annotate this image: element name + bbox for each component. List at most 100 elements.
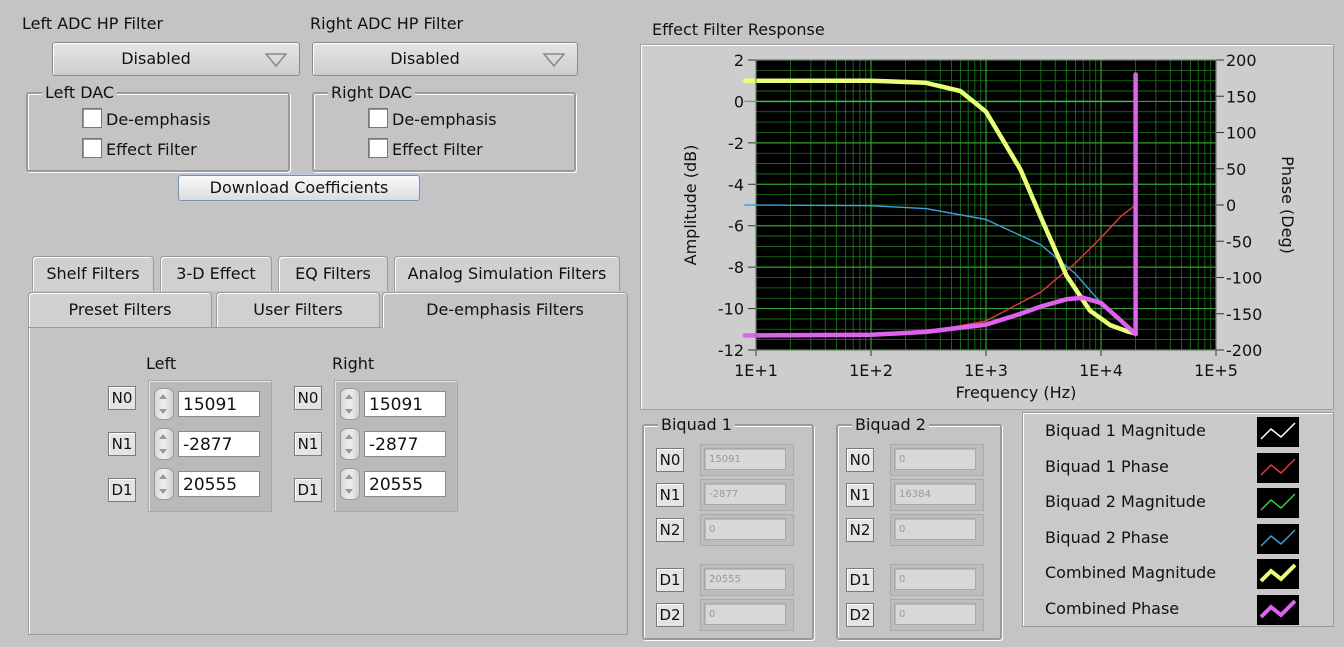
- y-tick-label: -6: [728, 217, 744, 236]
- biquad1-n0-value: 15091: [704, 448, 786, 470]
- right-coeff-title: Right: [332, 354, 375, 373]
- chart-legend: Biquad 1 Magnitude Biquad 1 Phase Biquad 2…: [1022, 412, 1334, 627]
- tab-shelf-filters[interactable]: Shelf Filters: [32, 256, 154, 291]
- biquad2-d1-tag: D1: [846, 568, 874, 592]
- y2-tick-label: 200: [1226, 51, 1257, 70]
- y2-tick-label: 150: [1226, 87, 1257, 106]
- y-tick-label: -10: [718, 300, 744, 319]
- y-tick-label: -2: [728, 134, 744, 153]
- biquad2-n0-value: 0: [894, 448, 976, 470]
- biquad1-d1-tag: D1: [656, 568, 684, 592]
- legend-swatch-icon: [1257, 559, 1299, 589]
- legend-swatch-icon: [1257, 417, 1299, 447]
- right-d1-tag: D1: [294, 478, 322, 502]
- left-d1-spinner[interactable]: [154, 468, 174, 500]
- left-deemphasis-checkbox[interactable]: [82, 108, 102, 128]
- biquad1-n1-value: -2877: [704, 483, 786, 505]
- y2-tick-label: -200: [1226, 341, 1262, 360]
- download-coefficients-button[interactable]: Download Coefficients: [178, 175, 420, 201]
- biquad1-d1-value: 20555: [704, 568, 786, 590]
- legend-label: Biquad 2 Magnitude: [1045, 492, 1206, 511]
- right-adc-value: Disabled: [390, 49, 460, 68]
- right-n0-tag: N0: [294, 386, 322, 410]
- right-deemphasis-checkbox[interactable]: [368, 108, 388, 128]
- y2-tick-label: 50: [1226, 160, 1246, 179]
- left-n0-tag: N0: [108, 386, 136, 410]
- biquad2-title: Biquad 2: [852, 415, 929, 434]
- y-tick-label: 2: [734, 51, 744, 70]
- biquad1-n0-tag: N0: [656, 448, 684, 472]
- biquad2-n1-value: 16384: [894, 483, 976, 505]
- legend-swatch-icon: [1257, 594, 1299, 625]
- left-effect-label: Effect Filter: [106, 140, 197, 159]
- left-n1-spinner[interactable]: [154, 428, 174, 460]
- right-n1-tag: N1: [294, 432, 322, 456]
- x-tick-label: 1E+3: [964, 361, 1008, 380]
- series-combined-magnitude: [742, 78, 1138, 336]
- x-axis-label: Frequency (Hz): [956, 383, 1077, 402]
- plot-border: [755, 59, 1217, 351]
- y2-tick-label: 100: [1226, 124, 1257, 143]
- left-dac-group: Left DAC De-emphasis Effect Filter: [26, 83, 290, 172]
- y2-tick-label: -50: [1226, 232, 1252, 251]
- biquad1-title: Biquad 1: [658, 415, 735, 434]
- y-tick-label: -8: [728, 258, 744, 277]
- right-d1-input[interactable]: 20555: [364, 471, 446, 497]
- right-n0-input[interactable]: 15091: [364, 391, 446, 417]
- legend-swatch-icon: [1257, 452, 1299, 483]
- series-combined-phase: [742, 72, 1138, 338]
- tab-eq-filters[interactable]: EQ Filters: [278, 256, 388, 291]
- left-adc-dropdown[interactable]: Disabled: [52, 42, 300, 76]
- chart-title: Effect Filter Response: [652, 20, 825, 39]
- biquad1-n1-tag: N1: [656, 483, 684, 507]
- right-n1-spinner[interactable]: [340, 428, 360, 460]
- left-dac-title: Left DAC: [42, 83, 118, 102]
- biquad2-group: Biquad 2: [836, 415, 1002, 640]
- y-axis-label: Amplitude (dB): [681, 145, 700, 266]
- tab-analog-simulation-filters[interactable]: Analog Simulation Filters: [394, 256, 620, 291]
- right-dac-title: Right DAC: [328, 83, 416, 102]
- tab-3d-effect[interactable]: 3-D Effect: [160, 256, 272, 291]
- legend-label: Biquad 1 Magnitude: [1045, 421, 1206, 440]
- left-n1-input[interactable]: -2877: [178, 431, 260, 457]
- x-tick-label: 1E+5: [1194, 361, 1238, 380]
- y-tick-label: 0: [734, 92, 744, 111]
- y-tick-label: -4: [728, 175, 744, 194]
- biquad1-d2-value: 0: [704, 603, 786, 625]
- left-adc-label: Left ADC HP Filter: [22, 14, 164, 33]
- left-d1-input[interactable]: 20555: [178, 471, 260, 497]
- tab-user-filters[interactable]: User Filters: [216, 292, 380, 327]
- left-n0-input[interactable]: 15091: [178, 391, 260, 417]
- legend-swatch-icon: [1257, 523, 1299, 554]
- chevron-down-icon: [543, 53, 565, 67]
- biquad2-d2-value: 0: [894, 603, 976, 625]
- biquad1-group: Biquad 1: [642, 415, 814, 640]
- right-effect-label: Effect Filter: [392, 140, 483, 159]
- legend-label: Biquad 2 Phase: [1045, 527, 1169, 547]
- biquad1-n2-tag: N2: [656, 518, 684, 542]
- left-n0-spinner[interactable]: [154, 388, 174, 420]
- left-coeff-title: Left: [146, 354, 177, 373]
- legend-label: Combined Phase: [1045, 598, 1180, 618]
- right-adc-dropdown[interactable]: Disabled: [312, 42, 578, 76]
- left-deemphasis-label: De-emphasis: [106, 110, 211, 129]
- biquad2-d2-tag: D2: [846, 603, 874, 627]
- y-tick-label: -12: [718, 341, 744, 360]
- biquad2-d1-value: 0: [894, 568, 976, 590]
- tab-preset-filters[interactable]: Preset Filters: [28, 292, 212, 327]
- legend-swatch-icon: [1257, 488, 1299, 518]
- left-adc-value: Disabled: [121, 49, 191, 68]
- right-effect-checkbox[interactable]: [368, 138, 388, 158]
- effect-filter-chart: 1E+1 1E+2 1E+3 1E+4 1E+5 2 0 -2 -4 -6 -8 -10 -12 200 1…: [681, 51, 1297, 402]
- y2-tick-label: -150: [1226, 305, 1262, 324]
- right-d1-spinner[interactable]: [340, 468, 360, 500]
- left-n1-tag: N1: [108, 432, 136, 456]
- biquad1-n2-value: 0: [704, 518, 786, 540]
- chevron-down-icon: [265, 53, 287, 67]
- tab-deemphasis-filters[interactable]: De-emphasis Filters: [382, 292, 628, 329]
- right-n0-spinner[interactable]: [340, 388, 360, 420]
- biquad1-d2-tag: D2: [656, 603, 684, 627]
- left-effect-checkbox[interactable]: [82, 138, 102, 158]
- right-adc-label: Right ADC HP Filter: [310, 14, 464, 33]
- right-n1-input[interactable]: -2877: [364, 431, 446, 457]
